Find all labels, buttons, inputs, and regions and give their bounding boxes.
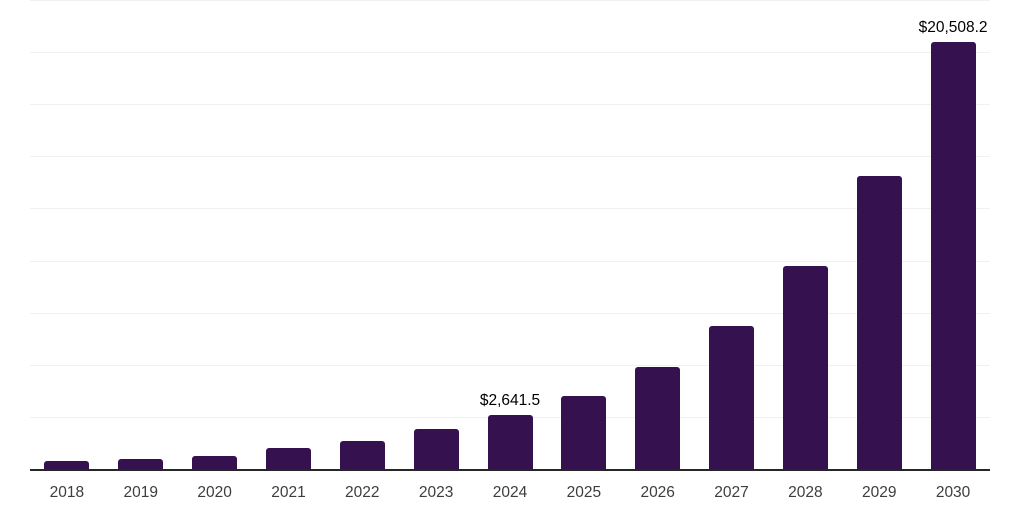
data-label-2030: $20,508.2	[918, 19, 988, 37]
gridline-12500	[30, 208, 990, 210]
bar-2023	[413, 429, 459, 470]
plot-area: $2,641.5 $20,508.2	[30, 0, 990, 470]
bar-2027	[709, 326, 755, 470]
gridline-20000	[30, 51, 990, 53]
x-tick-2018: 2018	[49, 484, 85, 501]
x-tick-2027: 2027	[714, 484, 749, 501]
gridline-7500	[30, 312, 990, 314]
gridline-5000	[30, 365, 990, 367]
bar-2021	[265, 448, 311, 470]
x-tick-2024: 2024	[492, 484, 528, 501]
x-tick-2028: 2028	[788, 484, 823, 501]
gridline-17500	[30, 103, 990, 105]
x-tick-2022: 2022	[345, 484, 380, 501]
bar-2019	[118, 459, 164, 470]
bar-2022	[339, 440, 385, 470]
x-tick-2021: 2021	[271, 484, 306, 501]
bar-2026	[635, 367, 681, 470]
x-tick-2029: 2029	[861, 484, 897, 501]
x-tick-2030: 2030	[935, 484, 971, 501]
x-tick-2020: 2020	[197, 484, 232, 501]
x-tick-2026: 2026	[640, 484, 675, 501]
x-tick-2023: 2023	[418, 484, 454, 501]
bar-2028	[782, 266, 828, 470]
bar-2020	[192, 456, 238, 470]
bar-2029	[856, 176, 902, 470]
x-tick-2025: 2025	[566, 484, 602, 501]
x-axis-line	[30, 469, 990, 471]
bar-2025	[561, 396, 607, 470]
bar-2024	[487, 414, 533, 470]
gridline-15000	[30, 156, 990, 158]
bar-2030	[930, 41, 976, 470]
gridline-10000	[30, 260, 990, 262]
x-tick-2019: 2019	[123, 484, 159, 501]
bar-2018	[44, 461, 90, 470]
data-label-2024: $2,641.5	[479, 392, 541, 410]
gridline-22500	[30, 0, 990, 1]
